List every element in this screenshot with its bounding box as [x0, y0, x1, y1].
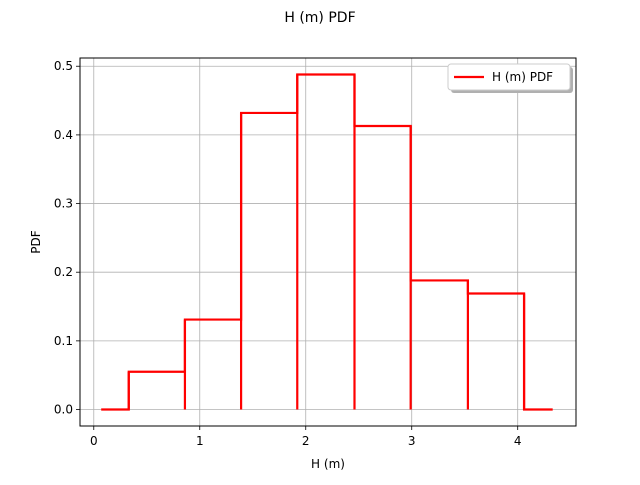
x-tick-label: 3 — [408, 434, 416, 448]
x-tick-label: 2 — [302, 434, 310, 448]
chart-title: H (m) PDF — [284, 10, 355, 26]
legend-label: H (m) PDF — [492, 70, 553, 84]
data-layer — [101, 73, 553, 411]
x-tick-label: 1 — [196, 434, 204, 448]
y-tick-label: 0.5 — [54, 59, 73, 73]
legend-box — [447, 63, 571, 91]
y-tick-label: 0.1 — [54, 334, 73, 348]
x-axis-title: H (m) — [311, 457, 345, 471]
y-tick-label: 0.2 — [54, 265, 73, 279]
y-tick-label: 0.3 — [54, 197, 73, 211]
y-axis-title: PDF — [29, 230, 43, 253]
y-tick-label: 0.0 — [54, 403, 73, 417]
legend: H (m) PDF — [447, 63, 573, 93]
tick-layer: 0 1 2 3 4 0.0 0.1 0.2 0.3 0.4 0.5 — [54, 59, 522, 448]
y-tick-label: 0.4 — [54, 128, 73, 142]
pdf-step-line — [101, 73, 553, 411]
x-tick-label: 4 — [514, 434, 522, 448]
x-tick-label: 0 — [90, 434, 98, 448]
plot-frame — [79, 57, 577, 427]
